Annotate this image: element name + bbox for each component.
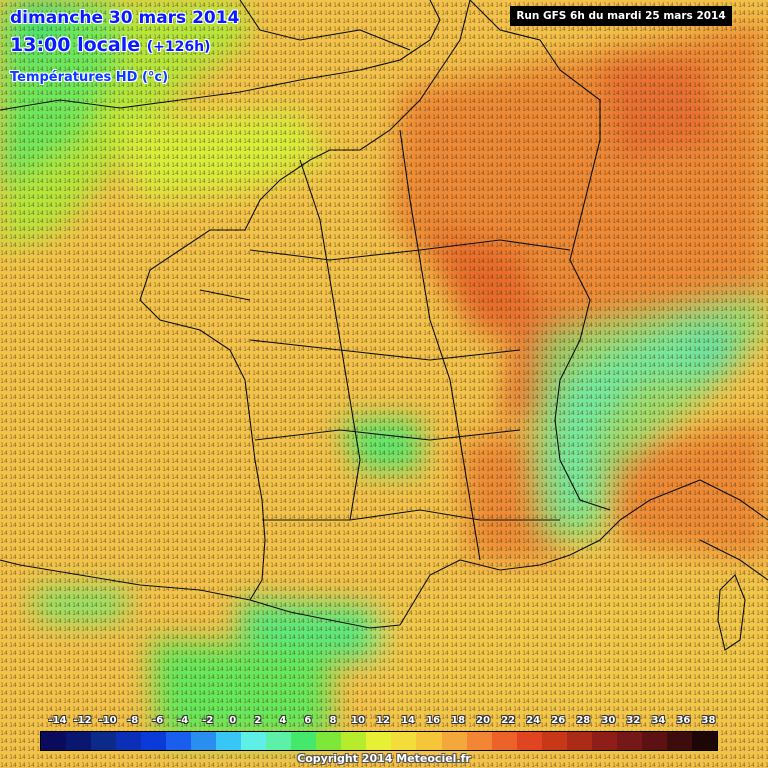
legend-swatch — [591, 732, 617, 750]
run-info: Run GFS 6h du mardi 25 mars 2014 — [510, 6, 732, 26]
legend-swatch — [416, 732, 442, 750]
legend-label: -8 — [127, 715, 139, 726]
legend-label: 28 — [576, 715, 591, 726]
legend-label: 10 — [351, 715, 365, 726]
legend-swatch — [91, 732, 117, 750]
legend-label: 18 — [451, 715, 466, 726]
legend-swatch — [441, 732, 467, 750]
legend-label: 38 — [701, 715, 716, 726]
legend-swatch — [666, 732, 692, 750]
legend-swatch — [166, 732, 192, 750]
legend-label: 14 — [401, 715, 415, 726]
legend-label: 26 — [551, 715, 566, 726]
map-time: 13:00 locale (+126h) — [10, 34, 211, 56]
legend-swatch — [141, 732, 167, 750]
legend-label: -10 — [98, 715, 117, 726]
legend-label: 22 — [501, 715, 516, 726]
legend-swatch — [391, 732, 417, 750]
legend-label: 2 — [254, 715, 262, 726]
legend-label: 16 — [426, 715, 441, 726]
legend-swatch — [241, 732, 267, 750]
legend-label: -6 — [152, 715, 164, 726]
legend-swatch — [691, 732, 717, 750]
legend-label: 6 — [304, 715, 312, 726]
legend-swatch — [316, 732, 342, 750]
map-date: dimanche 30 mars 2014 — [10, 8, 240, 28]
legend-swatch — [366, 732, 392, 750]
legend-label: 12 — [376, 715, 390, 726]
legend-label: 0 — [229, 715, 237, 726]
legend-swatch — [541, 732, 567, 750]
coastlines-borders — [0, 0, 768, 651]
legend-swatch — [491, 732, 517, 750]
legend-label: 32 — [626, 715, 641, 726]
variable-label: Températures HD (°c) — [10, 70, 169, 85]
local-time: 13:00 locale — [10, 34, 141, 56]
forecast-lead: (+126h) — [146, 39, 211, 55]
legend-label: 36 — [676, 715, 691, 726]
legend-swatch — [266, 732, 292, 750]
legend-swatch — [116, 732, 142, 750]
legend-swatch — [566, 732, 592, 750]
legend-label: 4 — [279, 715, 287, 726]
legend-label: 8 — [329, 715, 337, 726]
legend-label: -2 — [202, 715, 214, 726]
legend-swatch — [291, 732, 317, 750]
legend-swatch — [616, 732, 642, 750]
legend-swatch — [66, 732, 92, 750]
legend-swatch — [216, 732, 242, 750]
legend-label: 30 — [601, 715, 616, 726]
copyright: Copyright 2014 Meteociel.fr — [297, 752, 471, 765]
legend-label: 24 — [526, 715, 541, 726]
legend-swatch — [516, 732, 542, 750]
legend-label: -14 — [48, 715, 67, 726]
legend-labels: -14 -12 -10 -8 -6 -4 -2 0 2 4 6 8 10 12 14 16 18 20 22 24 26… — [40, 715, 716, 729]
legend-label: 20 — [476, 715, 491, 726]
legend-label: -12 — [73, 715, 92, 726]
color-legend — [40, 731, 718, 751]
legend-label: 34 — [651, 715, 666, 726]
legend-swatch — [466, 732, 492, 750]
legend-swatch — [41, 732, 67, 750]
legend-label: -4 — [177, 715, 189, 726]
legend-swatch — [341, 732, 367, 750]
legend-swatch — [191, 732, 217, 750]
legend-swatch — [641, 732, 667, 750]
